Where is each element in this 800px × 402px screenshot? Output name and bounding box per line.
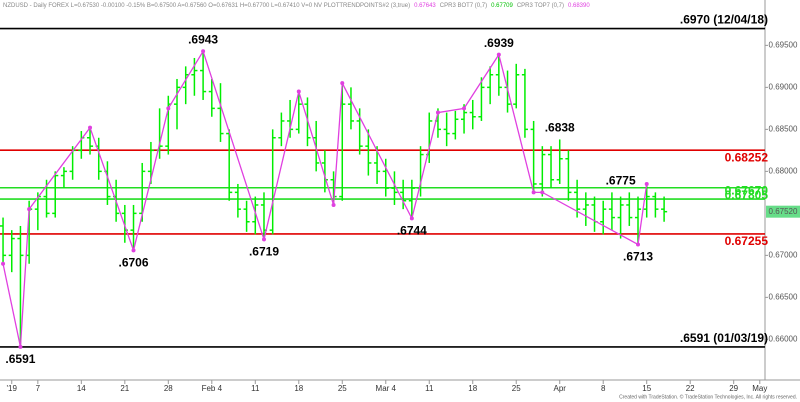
annotation: .6744 [397, 224, 427, 238]
trend-point [644, 181, 649, 186]
trend-point [166, 106, 171, 111]
x-tick-label: 21 [120, 384, 129, 393]
annotation: .6939 [484, 36, 514, 50]
trend-point [131, 248, 136, 253]
level-label: .6591 (01/03/19) [680, 331, 768, 345]
level-label: .6970 (12/04/18) [680, 13, 768, 27]
header-part: CPR3 BOT7 (0,7) [440, 3, 487, 9]
x-tick-label: Mar 4 [376, 384, 397, 393]
x-tick-label: Feb 4 [202, 384, 223, 393]
trend-point [340, 81, 345, 86]
trend-point [531, 190, 536, 195]
header-part: 0.67643 [414, 3, 436, 9]
y-tick-label: 0.67000 [769, 250, 798, 259]
header-part: NZDUSD - Daily FOREX L=0.67530 -0.00100 … [3, 3, 410, 9]
y-tick-label: 0.69000 [769, 82, 798, 91]
x-tick-label: 29 [729, 384, 738, 393]
annotation: .6943 [188, 32, 218, 46]
x-tick-label: 7 [36, 384, 41, 393]
x-tick-label: 28 [164, 384, 173, 393]
x-tick-label: 14 [77, 384, 86, 393]
y-tick-label: 0.66000 [769, 334, 798, 343]
trend-point [18, 344, 23, 349]
y-tick-label: 0.68000 [769, 166, 798, 175]
level-label: 0.68252 [725, 150, 769, 164]
trend-point [261, 237, 266, 242]
last-price-label: 0.67520 [769, 207, 798, 216]
trend-point [435, 110, 440, 115]
trend-point [1, 261, 6, 266]
header-part: 0.67709 [491, 3, 513, 9]
x-tick-label: 22 [686, 384, 695, 393]
trend-point [331, 202, 336, 207]
x-tick-label: Apr [553, 384, 566, 393]
trend-point [540, 190, 545, 195]
level-label: 0.67670 [725, 183, 769, 197]
trend-point [409, 216, 414, 221]
header-part: 0.68390 [568, 3, 590, 9]
header: NZDUSD - Daily FOREX L=0.67530 -0.00100 … [3, 3, 590, 9]
annotation: .6706 [119, 255, 149, 269]
level-label: 0.67255 [725, 234, 769, 248]
trend-point [296, 89, 301, 94]
annotation: .6719 [249, 245, 279, 259]
y-tick-label: 0.68500 [769, 124, 798, 133]
x-tick-label: 18 [468, 384, 477, 393]
y-tick-label: 0.69500 [769, 40, 798, 49]
footer: Created with TradeStation. © TradeStatio… [619, 393, 797, 400]
x-tick-label: 8 [601, 384, 606, 393]
trend-point [462, 106, 467, 111]
trend-point [496, 52, 501, 57]
trend-point [636, 242, 641, 247]
trend-point [88, 125, 93, 130]
x-tick-label: 25 [338, 384, 347, 393]
annotation: .6713 [623, 250, 653, 264]
annotation: .6591 [5, 352, 35, 366]
annotation: .6775 [606, 174, 636, 188]
last-price-box [766, 205, 800, 218]
x-tick-label: 11 [425, 384, 434, 393]
trend-point [27, 207, 32, 212]
trend-point [201, 49, 206, 54]
x-tick-label: 25 [512, 384, 521, 393]
x-tick-label: 15 [642, 384, 651, 393]
header-part: CPR3 TOP7 (0,7) [517, 3, 564, 9]
x-tick-label: 11 [251, 384, 260, 393]
x-tick-label: '19 [7, 384, 18, 393]
x-tick-label: 18 [294, 384, 303, 393]
annotation: .6838 [545, 121, 575, 135]
x-tick-label: May [752, 384, 767, 393]
y-tick-label: 0.66500 [769, 292, 798, 301]
